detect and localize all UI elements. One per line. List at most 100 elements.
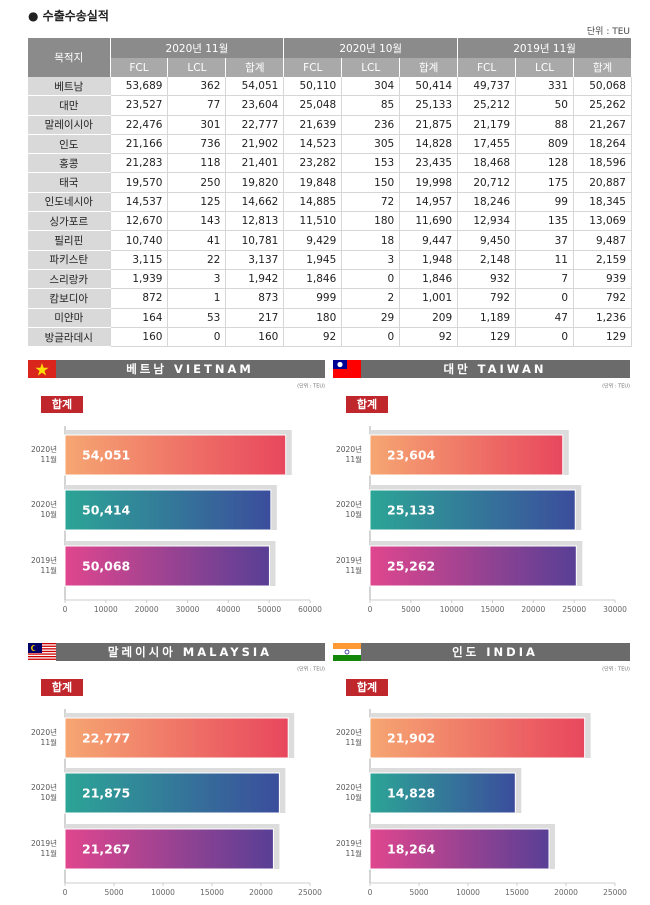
table-cell: 50 [515,95,574,116]
destination: 대만 [28,95,111,116]
table-cell: 180 [341,211,401,232]
badge-label: 합계 [357,397,377,411]
table-cell: 809 [515,134,574,155]
table-cell: 21,283 [110,153,169,174]
category-label: 2020년 11월 [336,727,362,747]
corner-header: 목적지 [28,38,111,77]
value-label: 25,262 [387,559,435,574]
table-cell: 792 [573,288,632,309]
badge [41,679,83,696]
table-cell: 19,848 [283,172,343,193]
bar [64,434,287,476]
table-cell: 3,137 [225,250,285,270]
table-cell: 50,110 [283,77,343,97]
value-label: 50,414 [82,503,131,518]
value-label: 18,264 [387,842,436,857]
title-bar [56,360,325,378]
table-cell: 9,487 [573,230,632,251]
table-cell: 21,166 [110,134,169,155]
x-tick-label: 5000 [104,888,123,897]
x-tick-label: 10000 [456,888,480,897]
table-cell: 153 [341,153,401,174]
table-cell: 3 [167,269,227,290]
table-cell: 129 [457,327,517,348]
table-cell: 128 [515,153,574,174]
unit-label: (단위 : TEU) [602,383,630,390]
subheader-row: FCL LCL 합계 FCL LCL 합계 FCL LCL 합계 [28,58,632,77]
destination: 싱가포르 [28,211,111,232]
chart-title: 말레이시아 MALAYSIA [108,645,272,659]
table-cell: 19,998 [399,172,459,193]
table-cell: 150 [341,172,401,193]
table-row: 말레이시아 22,476 301 22,777 21,639 236 21,875 21,17… [28,115,632,135]
unit-label: (단위 : TEU) [297,383,325,390]
badge-label: 합계 [52,680,72,694]
x-tick-label: 30000 [603,605,627,614]
table-cell: 180 [283,308,343,328]
table-cell: 135 [515,211,574,232]
table-cell: 873 [225,288,285,309]
table-cell: 14,828 [399,134,459,155]
title-bar [56,643,325,661]
unit-label: (단위 : TEU) [602,666,630,673]
x-tick-label: 20000 [521,605,545,614]
header-row: 목적지 2020년 11월 2020년 10월 2019년 11월 [28,38,632,77]
table-cell: 9,450 [457,230,517,251]
table-cell: 77 [167,95,227,116]
destination: 베트남 [28,77,111,97]
table-cell: 25,262 [573,95,632,116]
table-cell: 50,414 [399,77,459,97]
table-cell: 92 [399,327,459,348]
value-label: 14,828 [387,786,435,801]
table-cell: 14,662 [225,192,285,213]
table-cell: 0 [341,327,401,348]
category-label: 2020년 10월 [336,782,362,802]
category-label: 2020년 11월 [31,727,57,747]
category-label: 2019년 11월 [336,838,362,858]
table-row: 인도 21,166 736 21,902 14,523 305 14,828 17,455 80… [28,134,632,155]
table-cell: 19,570 [110,172,169,193]
chart-title: 인도 INDIA [452,645,538,659]
destination: 스리랑카 [28,269,111,290]
x-tick-label: 5000 [401,605,420,614]
group-header: 2020년 10월 [283,38,459,58]
chart-title: 베트남 VIETNAM [126,362,254,376]
destination: 필리핀 [28,230,111,251]
table-cell: 2,159 [573,250,632,270]
table-cell: 12,813 [225,211,285,232]
table-cell: 2,148 [457,250,517,270]
x-tick-label: 25000 [603,888,627,897]
table-cell: 10,740 [110,230,169,251]
table-cell: 18,246 [457,192,517,213]
x-tick-label: 25000 [562,605,586,614]
table-cell: 125 [167,192,227,213]
table-cell: 118 [167,153,227,174]
table-cell: 217 [225,308,285,328]
table-cell: 939 [573,269,632,290]
table-cell: 13,069 [573,211,632,232]
x-tick-label: 0 [368,888,373,897]
table-cell: 872 [110,288,169,309]
table-row: 미얀마 164 53 217 180 29 209 1,189 47 1,236 [28,308,632,328]
category-label: 2020년 10월 [31,782,57,802]
table-cell: 792 [457,288,517,309]
table-cell: 14,957 [399,192,459,213]
table-cell: 12,670 [110,211,169,232]
category-label: 2019년 11월 [336,555,362,575]
flag-taiwan [333,360,361,378]
category-label: 2020년 11월 [31,444,57,464]
value-label: 25,133 [387,503,435,518]
table-cell: 1,236 [573,308,632,328]
table-cell: 0 [515,327,574,348]
column-header: FCL [110,58,169,77]
table-cell: 23,527 [110,95,169,116]
flag-malaysia [28,643,56,661]
table-cell: 1,939 [110,269,169,290]
shipment-table: 목적지 2020년 11월 2020년 10월 2019년 11월 FCL LCL 합계 FC… [28,38,632,348]
table-cell: 1,942 [225,269,285,290]
table-row: 인도네시아 14,537 125 14,662 14,885 72 14,957 18,246… [28,192,632,213]
table-cell: 143 [167,211,227,232]
table-cell: 21,401 [225,153,285,174]
